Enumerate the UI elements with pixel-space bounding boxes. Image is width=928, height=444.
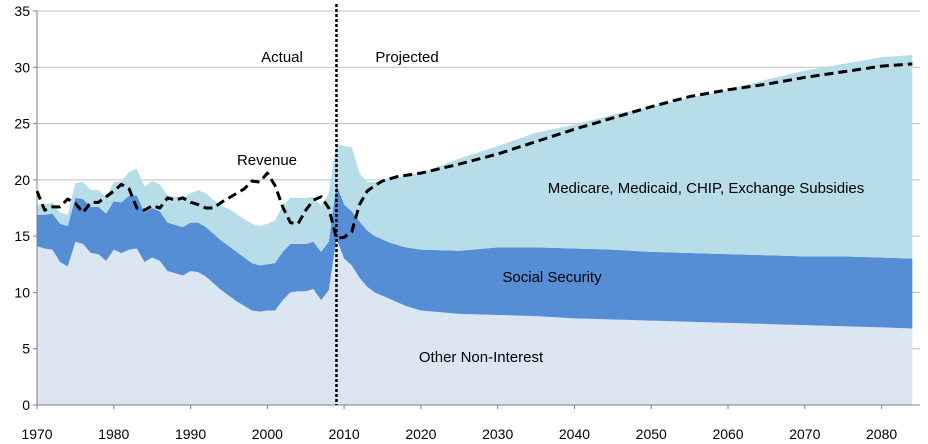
- y-tick-label-10: 10: [14, 284, 30, 300]
- y-tick-label-20: 20: [14, 172, 30, 188]
- x-tick-label-1990: 1990: [175, 426, 206, 442]
- x-tick-label-1980: 1980: [98, 426, 129, 442]
- x-tick-label-2060: 2060: [712, 426, 743, 442]
- health-label: Medicare, Medicaid, CHIP, Exchange Subsi…: [548, 180, 865, 197]
- projected-label: Projected: [375, 49, 438, 66]
- social-security-label: Social Security: [502, 269, 602, 286]
- y-tick-label-0: 0: [22, 397, 30, 413]
- tick-labels: 0 5 10 15 20 25 30 35 1970 1980 1990 2000 2010 2020 20…: [14, 3, 897, 442]
- y-tick-label-30: 30: [14, 59, 30, 75]
- y-tick-label-15: 15: [14, 228, 30, 244]
- y-tick-label-35: 35: [14, 3, 30, 19]
- actual-label: Actual: [261, 49, 303, 66]
- x-tick-label-2020: 2020: [405, 426, 436, 442]
- x-tick-label-2080: 2080: [866, 426, 897, 442]
- x-tick-label-2070: 2070: [789, 426, 820, 442]
- lines: [35, 4, 913, 405]
- social-security-area: [37, 184, 913, 329]
- x-tick-label-2030: 2030: [482, 426, 513, 442]
- other-area: [37, 238, 913, 405]
- axes: [36, 11, 920, 406]
- other-label: Other Non-Interest: [419, 349, 544, 366]
- revenue-line: [35, 62, 913, 240]
- x-tick-label-1970: 1970: [21, 426, 52, 442]
- y-tick-label-5: 5: [22, 341, 30, 357]
- revenue-label: Revenue: [237, 152, 297, 169]
- x-tick-label-2040: 2040: [559, 426, 590, 442]
- x-tick-label-2050: 2050: [636, 426, 667, 442]
- y-tick-label-25: 25: [14, 116, 30, 132]
- x-tick-label-2000: 2000: [252, 426, 283, 442]
- x-tick-label-2010: 2010: [329, 426, 360, 442]
